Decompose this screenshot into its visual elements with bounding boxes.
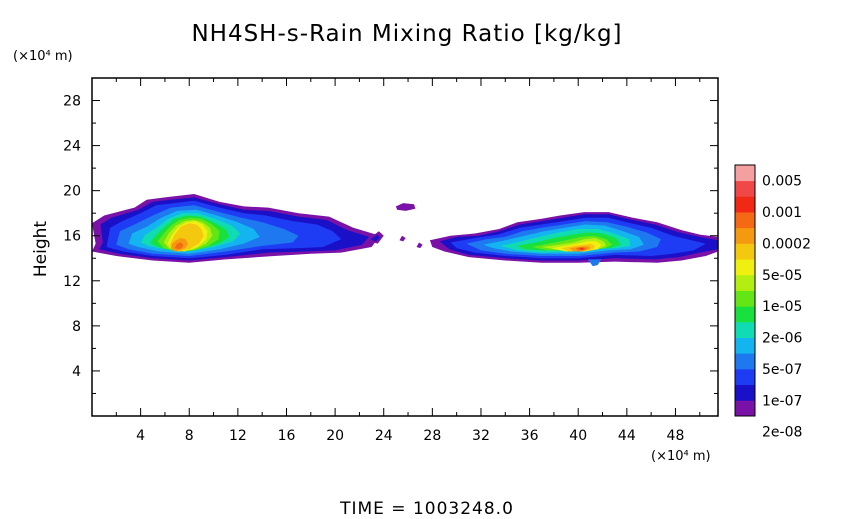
- colorbar-cell: [735, 165, 755, 182]
- colorbar-cell: [735, 274, 755, 291]
- y-tick-label: 16: [63, 229, 81, 245]
- colorbar-cell: [735, 337, 755, 354]
- colorbar-cell: [735, 384, 755, 401]
- fragment-contour: [416, 242, 423, 249]
- x-tick-label: 32: [472, 428, 490, 444]
- colorbar-cell: [735, 321, 755, 338]
- colorbar-label: 2e-06: [762, 331, 802, 347]
- time-label: TIME = 1003248.0: [339, 499, 514, 519]
- y-axis-unit: (×10⁴ m): [13, 49, 73, 64]
- data-field: [92, 194, 718, 267]
- colorbar-cell: [735, 227, 755, 244]
- y-tick-label: 8: [72, 319, 81, 335]
- x-tick-label: 8: [185, 428, 194, 444]
- x-tick-label: 24: [375, 428, 393, 444]
- x-tick-label: 44: [618, 428, 636, 444]
- colorbar-cell: [735, 259, 755, 276]
- fragment-contour: [395, 203, 416, 211]
- y-tick-label: 20: [63, 184, 81, 200]
- y-axis: 4 8 12 16 20 24 28: [63, 94, 718, 394]
- colorbar-cell: [735, 306, 755, 323]
- fragment-contour: [399, 235, 406, 242]
- x-tick-label: 16: [278, 428, 296, 444]
- colorbar-cell: [735, 196, 755, 213]
- colorbar-label: 5e-05: [762, 268, 802, 284]
- x-axis-unit: (×10⁴ m): [651, 449, 711, 464]
- colorbar-frame: [734, 164, 756, 417]
- colorbar-cell: [735, 290, 755, 307]
- colorbar-label: 0.005: [762, 174, 802, 190]
- colorbar-label: 1e-07: [762, 393, 802, 409]
- colorbar-cell: [735, 368, 755, 386]
- y-axis-label: Height: [31, 221, 51, 278]
- x-axis: 4 8 12 16 20 24 28 32 36 40 44 48: [115, 78, 701, 444]
- y-tick-label: 24: [63, 139, 81, 155]
- west-cloud-contour: [174, 242, 184, 250]
- y-tick-label: 12: [63, 274, 81, 290]
- chart-title: NH4SH-s-Rain Mixing Ratio [kg/kg]: [191, 21, 622, 47]
- y-tick-label: 28: [63, 94, 81, 110]
- colorbar: 0.005 0.001 0.0002 5e-05 1e-05 2e-06 5e-07 1e-0…: [734, 164, 811, 441]
- colorbar-label: 2e-08: [762, 425, 802, 441]
- x-tick-label: 28: [423, 428, 441, 444]
- plot-frame: [91, 77, 719, 417]
- x-tick-label: 36: [521, 428, 539, 444]
- east-cloud-contour: [579, 248, 585, 250]
- x-tick-label: 48: [667, 428, 685, 444]
- colorbar-cell: [735, 243, 755, 260]
- colorbar-label: 0.0002: [762, 236, 811, 252]
- colorbar-cell: [735, 180, 755, 197]
- x-tick-label: 12: [229, 428, 247, 444]
- x-tick-label: 40: [569, 428, 587, 444]
- colorbar-label: 0.001: [762, 205, 802, 221]
- east-cloud-contour: [587, 259, 602, 267]
- colorbar-label: 1e-05: [762, 299, 802, 315]
- x-tick-label: 20: [326, 428, 344, 444]
- colorbar-cell: [735, 400, 755, 417]
- colorbar-cell: [735, 212, 755, 229]
- colorbar-cell: [735, 353, 755, 370]
- fragment-contour: [370, 234, 381, 242]
- y-tick-label: 4: [72, 364, 81, 380]
- colorbar-label: 5e-07: [762, 362, 802, 378]
- x-tick-label: 4: [136, 428, 145, 444]
